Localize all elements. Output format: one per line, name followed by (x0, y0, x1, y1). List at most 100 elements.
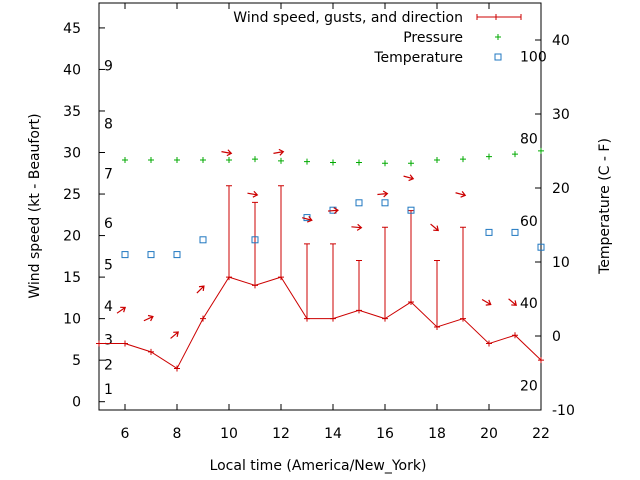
wind-arrow (273, 148, 285, 156)
wind-arrow-shape (247, 190, 259, 198)
wind-speed-point (538, 357, 544, 364)
pressure-point (330, 159, 336, 166)
x-tick-label: 14 (324, 426, 342, 442)
x-tick-label: 10 (220, 426, 238, 442)
wind-arrow-shape (455, 191, 467, 198)
wind-speed-line (99, 276, 542, 370)
x-tick-label: 20 (480, 426, 498, 442)
wind-arrow (327, 207, 339, 215)
wind-gust-bar (460, 226, 466, 319)
y-right-tick-label: 20 (552, 181, 570, 197)
wind-arrow (143, 314, 154, 322)
temperature-series (121, 199, 545, 259)
wind-arrow-shape (302, 215, 313, 223)
pressure-point (538, 147, 544, 154)
pressure-point (512, 151, 518, 158)
wind-gust-bar (434, 259, 440, 327)
y-left-tick-label: 30 (63, 146, 81, 162)
plot-frame (98, 2, 542, 411)
fahrenheit-label: 20 (520, 378, 538, 394)
pressure-point (304, 158, 310, 165)
wind-arrow-shape (481, 299, 492, 306)
wind-speed-point (174, 365, 180, 372)
y-left-tick-label: 15 (63, 270, 81, 286)
pressure-point (486, 153, 492, 160)
wind-arrow (351, 223, 363, 231)
temperature-point (251, 236, 259, 244)
wind-arrow-shape (170, 331, 179, 339)
pressure-point (382, 160, 388, 167)
wind-arrow (508, 298, 517, 306)
wind-arrow-shape (143, 314, 154, 322)
y-right-tick-label: 40 (552, 33, 570, 49)
y-left-tick-label: 25 (63, 187, 81, 203)
temperature-point (485, 228, 493, 236)
x-tick-label: 16 (376, 426, 394, 442)
x-tick-label: 6 (121, 426, 130, 442)
pressure-point (122, 156, 128, 163)
wind-arrow (377, 190, 389, 198)
wind-arrow-shape (508, 298, 517, 306)
wind-arrow-shape (403, 174, 415, 182)
wind-arrow (430, 223, 439, 232)
wind-speed-point (96, 340, 102, 347)
beaufort-label: 5 (104, 258, 113, 274)
beaufort-label: 4 (104, 299, 113, 315)
wind-arrow-shape (273, 148, 285, 156)
y-axis-label-right: Temperature (C - F) (597, 138, 613, 275)
wind-gust-bar (408, 210, 414, 303)
y-left-tick-label: 5 (72, 353, 81, 369)
beaufort-label: 2 (104, 357, 113, 373)
temperature-point (121, 251, 129, 259)
pressure-point (460, 156, 466, 163)
wind-arrow (302, 215, 313, 223)
y-right-tick-label: 0 (552, 329, 561, 345)
y-axis-label-left: Wind speed (kt - Beaufort) (27, 113, 43, 298)
pressure-point (434, 156, 440, 163)
pressure-series (122, 147, 544, 167)
wind-arrow (455, 191, 467, 198)
pressure-point (252, 156, 258, 163)
y-left-tick-label: 10 (63, 312, 81, 328)
y-right-tick-label: 10 (552, 255, 570, 271)
wind-arrow (221, 149, 233, 157)
pressure-point (408, 160, 414, 167)
beaufort-label: 8 (104, 116, 113, 132)
pressure-point (200, 156, 206, 163)
pressure-point (174, 156, 180, 163)
axis-ticks: 6 8 10 12 14 16 18 20 22051015202530354045-10010… (63, 3, 575, 442)
fahrenheit-label: 100 (520, 49, 547, 65)
beaufort-label: 9 (104, 58, 113, 74)
wind-arrow-shape (327, 207, 339, 215)
wind-gust-bar (278, 185, 284, 278)
x-tick-label: 22 (532, 426, 550, 442)
wind-gust-bar (304, 243, 310, 319)
temperature-point (355, 199, 363, 207)
wind-speed-point (486, 340, 492, 347)
legend-markers (476, 14, 522, 61)
beaufort-label: 1 (104, 382, 113, 398)
x-tick-label: 8 (173, 426, 182, 442)
fahrenheit-label: 40 (520, 296, 538, 312)
temperature-point (147, 251, 155, 259)
pressure-point (226, 156, 232, 163)
beaufort-label: 6 (104, 216, 113, 232)
wind-speed-point (122, 340, 128, 347)
beaufort-label: 7 (104, 166, 113, 182)
x-tick-label: 12 (272, 426, 290, 442)
wind-arrow (170, 331, 179, 339)
x-tick-label: 18 (428, 426, 446, 442)
wind-gust-bar (356, 259, 362, 311)
temperature-point (537, 243, 545, 251)
legend-label-pressure: Pressure (403, 30, 463, 46)
wind-series (96, 185, 544, 372)
wind-arrow (196, 285, 205, 294)
y-left-tick-label: 20 (63, 229, 81, 245)
wind-arrow (403, 174, 415, 182)
wind-direction-arrows (116, 148, 517, 339)
fahrenheit-label: 80 (520, 132, 538, 148)
beaufort-label: 3 (104, 332, 113, 348)
fahrenheit-label: 60 (520, 214, 538, 230)
